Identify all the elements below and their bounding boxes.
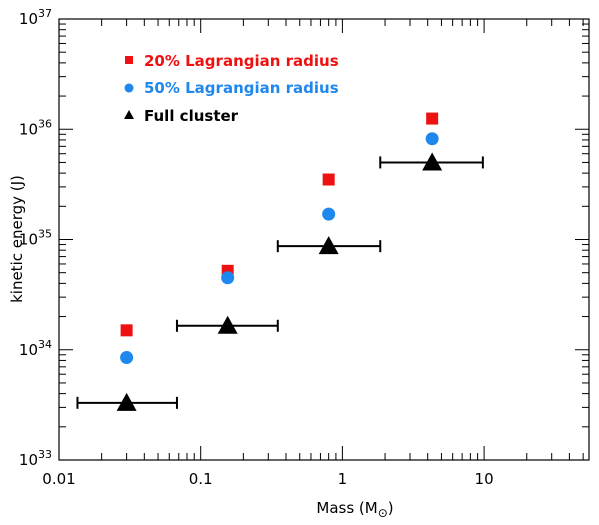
x-tick-label: 10 (475, 470, 494, 488)
legend-label-full-cluster: Full cluster (144, 107, 239, 125)
legend-label-20-lagrangian: 20% Lagrangian radius (144, 52, 339, 70)
x-tick-label: 0.01 (42, 470, 75, 488)
x-axis-label-close: ) (388, 499, 394, 517)
y-tick-label-exponent: 33 (38, 448, 52, 461)
legend-circle-marker (124, 83, 134, 93)
x-axis-label-sub: ⊙ (378, 506, 388, 520)
x-axis-label-main: Mass (M (316, 499, 377, 517)
legend-square-marker (125, 56, 133, 64)
legend-triangle-marker (124, 110, 134, 119)
x-tick-label: 1 (338, 470, 348, 488)
data-marks (76, 112, 484, 411)
y-tick-label-exponent: 36 (38, 117, 52, 130)
data-point-circle (322, 207, 336, 221)
data-point-square (120, 324, 133, 337)
y-tick-label-exponent: 35 (38, 228, 52, 241)
y-axis-label: kinetic energy (J) (8, 175, 26, 303)
data-point-triangle (318, 236, 339, 255)
y-tick-label: 1034 (19, 338, 52, 359)
y-tick-label-base: 10 (19, 120, 38, 138)
data-point-square (322, 173, 335, 186)
data-point-circle (120, 351, 134, 365)
data-point-circle (425, 132, 439, 146)
y-tick-label: 1035 (19, 228, 52, 249)
y-tick-label-base: 10 (19, 451, 38, 469)
data-point-circle (221, 271, 235, 285)
data-point-triangle (217, 315, 238, 334)
x-axis: 0.01 0.1 1 10 (42, 19, 584, 488)
data-point-square (426, 112, 439, 125)
legend-label-50-lagrangian: 50% Lagrangian radius (144, 79, 339, 97)
y-tick-label-exponent: 34 (38, 338, 52, 351)
y-tick-label: 1036 (19, 117, 52, 138)
y-tick-label: 1037 (19, 7, 52, 28)
y-tick-label-base: 10 (19, 10, 38, 28)
data-point-triangle (422, 152, 443, 171)
x-tick-label: 0.1 (189, 470, 213, 488)
y-tick-label-base: 10 (19, 341, 38, 359)
y-tick-label-base: 10 (19, 231, 38, 249)
y-tick-label: 1033 (19, 448, 52, 469)
y-tick-label-exponent: 37 (38, 7, 52, 20)
legend: 20% Lagrangian radius 50% Lagrangian rad… (124, 52, 339, 125)
x-axis-label: Mass (M⊙) (316, 499, 393, 520)
data-point-triangle (116, 392, 137, 411)
